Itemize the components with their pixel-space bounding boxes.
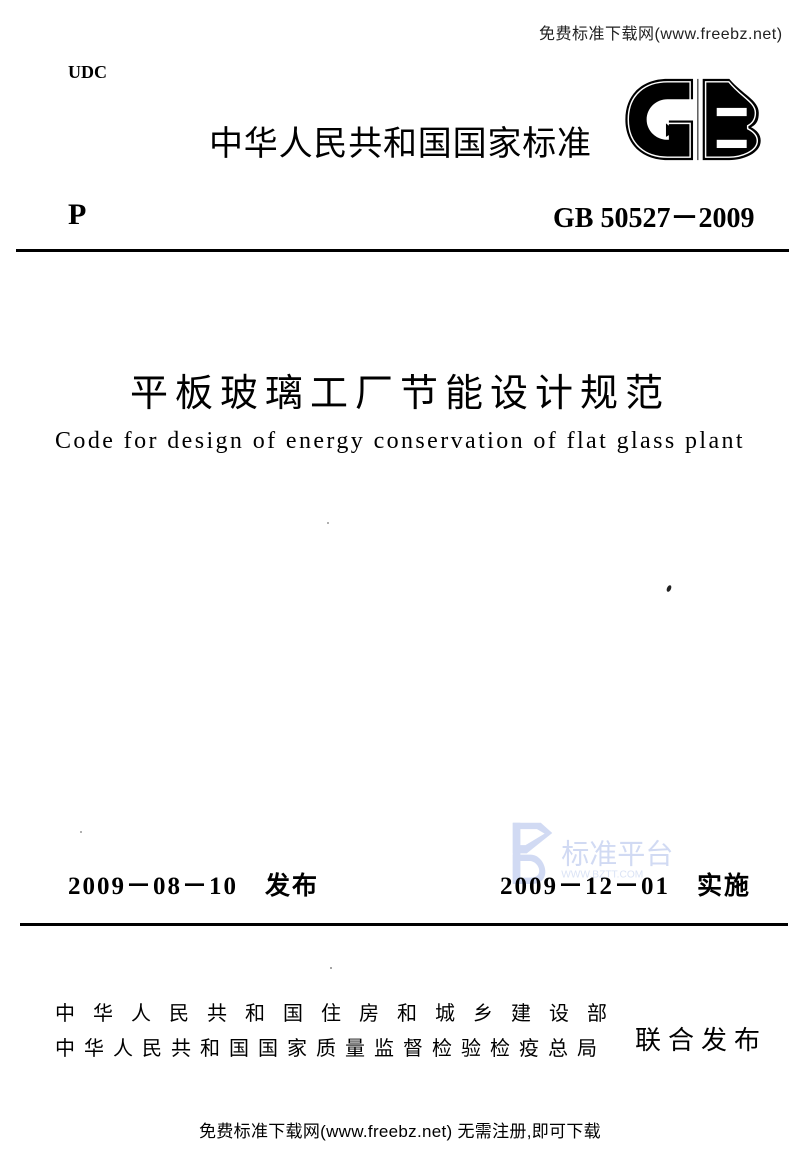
svg-text:标准平台: 标准平台 (561, 839, 673, 870)
